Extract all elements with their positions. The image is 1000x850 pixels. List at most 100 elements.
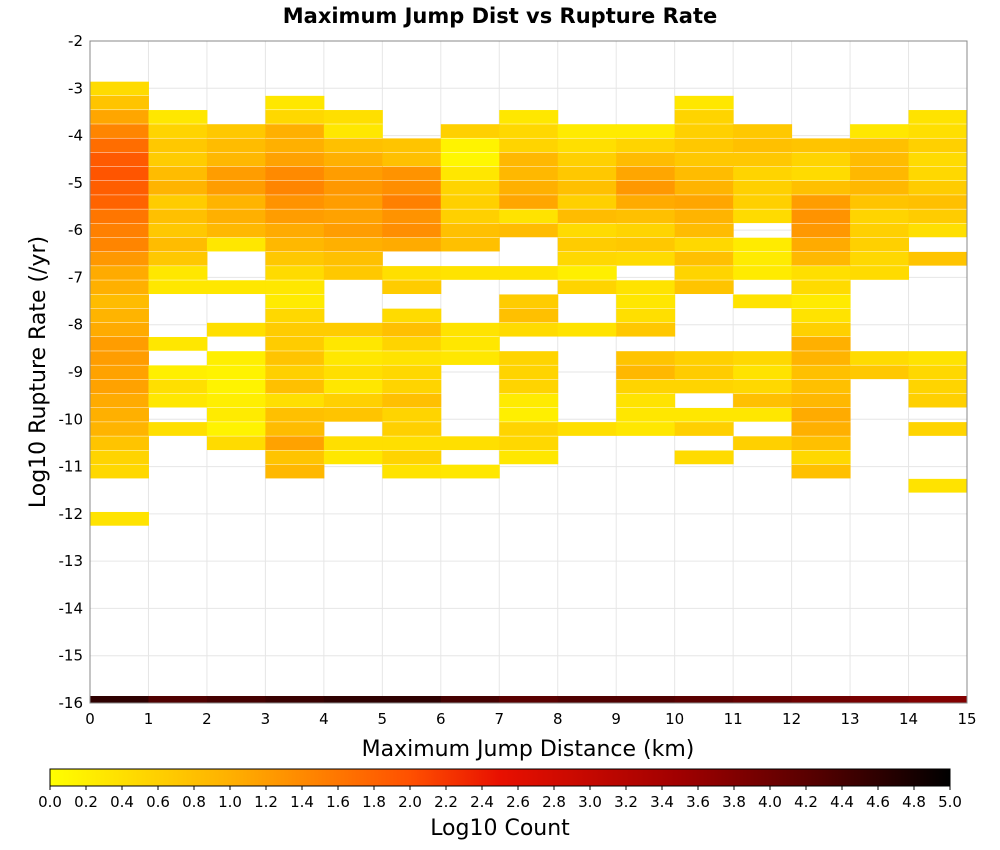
heatmap-cell: [557, 696, 617, 703]
colorbar-tick-label: 4.0: [758, 793, 782, 811]
x-axis-label: Maximum Jump Distance (km): [362, 737, 695, 762]
heatmap-cell: [90, 308, 149, 323]
heatmap-cell: [382, 407, 442, 422]
heatmap-cell: [908, 209, 968, 224]
colorbar-tick-label: 0.8: [182, 793, 206, 811]
heatmap-cell: [265, 450, 325, 465]
x-tick-label: 1: [144, 710, 154, 728]
heatmap-cell: [206, 393, 266, 408]
heatmap-cell: [791, 223, 851, 238]
colorbar-tick-label: 2.8: [542, 793, 566, 811]
heatmap-cell: [499, 379, 559, 394]
heatmap-cell: [323, 251, 383, 266]
heatmap-cell: [908, 223, 968, 238]
x-axis-ticks: 0 1 2 3 4 5 6 7 8 9 10 11 12 13 14 15: [85, 710, 976, 728]
heatmap-cell: [206, 436, 266, 451]
heatmap-cell: [148, 280, 208, 295]
heatmap-cell: [265, 322, 325, 337]
heatmap-cell: [148, 379, 208, 394]
heatmap-cell: [733, 124, 793, 138]
heatmap-cell: [791, 138, 851, 153]
y-tick-label: -15: [59, 647, 84, 665]
heatmap-cell: [323, 124, 383, 138]
heatmap-cell: [674, 166, 734, 181]
heatmap-cell: [323, 379, 383, 394]
heatmap-cell: [791, 696, 851, 703]
heatmap-cell: [674, 237, 734, 252]
heatmap-cell: [791, 351, 851, 365]
heatmap-cell: [733, 294, 793, 309]
heatmap-cell: [850, 223, 910, 238]
heatmap-cell: [90, 393, 149, 408]
heatmap-cell: [90, 237, 149, 252]
heatmap-cell: [616, 393, 676, 408]
heatmap-cell: [557, 322, 617, 337]
heatmap-cell: [440, 152, 500, 167]
heatmap-cell: [499, 195, 559, 209]
heatmap-cell: [733, 195, 793, 209]
heatmap-cell: [90, 511, 149, 526]
heatmap-cell: [206, 407, 266, 422]
heatmap-cell: [791, 180, 851, 195]
heatmap-cell: [323, 138, 383, 153]
x-tick-label: 9: [611, 710, 621, 728]
heatmap-cell: [148, 696, 208, 703]
heatmap-cell: [148, 422, 208, 436]
colorbar-tick-label: 1.8: [362, 793, 386, 811]
heatmap-cell: [908, 365, 968, 380]
heatmap-cell: [850, 152, 910, 167]
heatmap-cell: [616, 351, 676, 365]
heatmap-cell: [616, 422, 676, 436]
heatmap-cell: [557, 422, 617, 436]
heatmap-cell: [908, 393, 968, 408]
heatmap-cell: [323, 237, 383, 252]
heatmap-cell: [90, 251, 149, 266]
heatmap-cell: [850, 237, 910, 252]
y-tick-label: -3: [68, 79, 83, 97]
heatmap-cell: [265, 223, 325, 238]
x-tick-label: 15: [957, 710, 976, 728]
heatmap-cell: [148, 195, 208, 209]
heatmap-cell: [90, 407, 149, 422]
y-axis-ticks: -2 -3 -4 -5 -6 -7 -8 -9 -10 -11 -12 -13 -14 -15 -16: [59, 32, 84, 712]
heatmap-cell: [90, 422, 149, 436]
heatmap-cell: [323, 696, 383, 703]
heatmap-cell: [90, 209, 149, 224]
heatmap-cell: [499, 308, 559, 323]
heatmap-cell: [850, 251, 910, 266]
heatmap-cell: [90, 450, 149, 465]
heatmap-cell: [616, 251, 676, 266]
heatmap-cell: [265, 308, 325, 323]
heatmap-cell: [499, 166, 559, 181]
y-tick-label: -2: [68, 32, 83, 50]
heatmap-cell: [148, 152, 208, 167]
colorbar-tick-label: 0.2: [74, 793, 98, 811]
heatmap-cell: [440, 209, 500, 224]
heatmap-cell: [382, 696, 442, 703]
heatmap-cell: [90, 337, 149, 351]
heatmap-cell: [148, 237, 208, 252]
heatmap-cell: [499, 436, 559, 451]
heatmap-cell: [616, 223, 676, 238]
heatmap-cell: [499, 266, 559, 280]
heatmap-cell: [265, 152, 325, 167]
heatmap-cell: [148, 251, 208, 266]
heatmap-cell: [440, 166, 500, 181]
heatmap-cell: [733, 152, 793, 167]
heatmap-cell: [791, 464, 851, 479]
heatmap-cell: [791, 166, 851, 181]
heatmap-cell: [850, 195, 910, 209]
heatmap-cell: [499, 407, 559, 422]
heatmap-cell: [265, 280, 325, 295]
y-axis-label: Log10 Rupture Rate (/yr): [26, 236, 51, 508]
heatmap-cell: [206, 379, 266, 394]
colorbar-tick-label: 2.0: [398, 793, 422, 811]
heatmap-cell: [265, 407, 325, 422]
heatmap-cell: [674, 124, 734, 138]
heatmap-cell: [674, 152, 734, 167]
heatmap-cell: [499, 209, 559, 224]
heatmap-cell: [440, 337, 500, 351]
heatmap-cell: [265, 266, 325, 280]
y-tick-label: -8: [68, 316, 83, 334]
